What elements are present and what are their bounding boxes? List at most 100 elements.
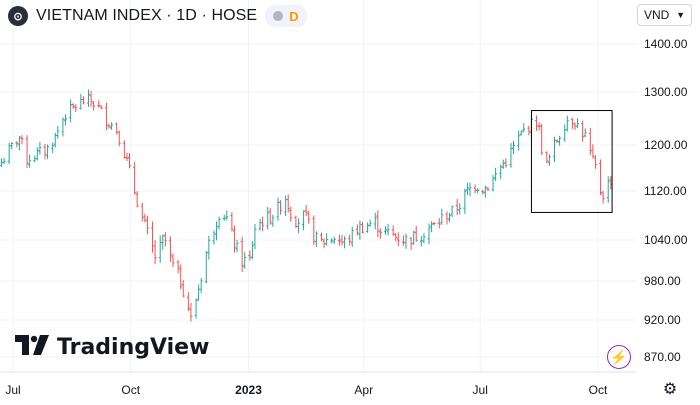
x-tick-label: Apr	[354, 383, 373, 397]
ohlc-bar	[161, 234, 165, 250]
ohlc-bar	[430, 221, 434, 233]
ohlc-bar	[43, 143, 47, 160]
ohlc-bar	[412, 230, 416, 245]
ohlc-bar	[168, 236, 172, 262]
ohlc-bar	[386, 223, 390, 236]
ohlc-bar	[61, 117, 65, 137]
symbol-title[interactable]: VIETNAM INDEX · 1D · HOSE	[36, 7, 258, 24]
ohlc-bar	[212, 230, 216, 245]
ohlc-bar	[38, 141, 42, 155]
currency-label: VND	[644, 8, 670, 22]
tradingview-wordmark: TradingView	[57, 334, 210, 360]
ohlc-bar	[133, 161, 137, 195]
ohlc-bar	[396, 232, 400, 247]
ohlc-bar	[28, 154, 32, 168]
ohlc-bar	[583, 128, 587, 138]
ohlc-bar	[555, 139, 559, 144]
ohlc-bar	[7, 142, 11, 164]
ohlc-bar	[294, 215, 298, 229]
ohlc-bar	[122, 140, 126, 159]
y-tick-label: 1120.00	[644, 184, 687, 198]
ohlc-bar	[494, 167, 498, 181]
currency-select[interactable]: VND ▼	[637, 4, 692, 26]
ohlc-bar	[89, 90, 93, 107]
ohlc-bar	[92, 101, 96, 111]
lightning-icon[interactable]: ⚡	[607, 345, 631, 369]
vn-index-logo-icon[interactable]: ⊙	[8, 6, 28, 26]
ohlc-bar	[186, 292, 190, 312]
ohlc-bar	[565, 115, 569, 132]
ohlc-bar	[360, 221, 364, 234]
ohlc-bar	[104, 102, 108, 131]
tradingview-logo[interactable]: TradingView	[15, 333, 209, 361]
ohlc-bar	[581, 120, 585, 142]
ohlc-bar	[414, 225, 418, 242]
ohlc-bar	[499, 164, 503, 180]
ohlc-bar	[535, 115, 539, 131]
ohlc-bar	[401, 235, 405, 246]
ohlc-bar	[588, 127, 592, 156]
ohlc-bar	[307, 210, 311, 224]
grid	[0, 0, 636, 372]
time-axis[interactable]: Jul Oct 2023 Apr Jul Oct	[5, 383, 608, 397]
ohlc-bar	[312, 215, 316, 245]
y-tick-label: 870.00	[644, 350, 681, 364]
chart-header: ⊙ VIETNAM INDEX · 1D · HOSE D	[8, 5, 307, 27]
y-tick-label: 1200.00	[644, 138, 688, 152]
ohlc-bar	[519, 130, 523, 136]
ohlc-bar	[473, 184, 477, 194]
ohlc-bar	[268, 208, 272, 225]
ohlc-bar	[552, 136, 556, 162]
ohlc-bar	[145, 215, 149, 235]
ohlc-bar	[384, 226, 388, 235]
ohlc-bar	[46, 144, 50, 160]
ohlc-bar	[320, 232, 324, 242]
y-tick-label: 980.00	[644, 274, 681, 288]
ohlc-bar	[558, 135, 562, 146]
ohlc-bar	[222, 214, 226, 222]
ohlc-bar	[517, 130, 521, 151]
ohlc-bar	[450, 205, 454, 217]
ohlc-bar	[448, 212, 452, 223]
ohlc-bar	[279, 200, 283, 215]
ohlc-bar	[189, 302, 193, 322]
ohlc-bar	[350, 226, 354, 247]
price-axis[interactable]: 870.00 920.00 980.00 1040.00 1120.00 1200.00 1…	[644, 37, 688, 364]
y-tick-label: 1300.00	[644, 85, 688, 99]
ohlc-bar	[286, 194, 290, 213]
ohlc-bar	[409, 237, 413, 250]
ohlc-bar	[483, 185, 487, 198]
ohlc-bar	[258, 219, 262, 231]
gear-icon[interactable]: ⚙	[662, 381, 678, 398]
ohlc-bar	[56, 125, 60, 139]
ohlc-bar	[481, 189, 485, 195]
ohlc-bar	[243, 252, 247, 269]
ohlc-bar	[63, 114, 67, 126]
ohlc-bar	[51, 142, 55, 153]
ohlc-bar	[151, 221, 155, 253]
highlight-box[interactable]	[530, 110, 613, 213]
ohlc-bar	[296, 218, 300, 234]
ohlc-bar	[468, 182, 472, 196]
ohlc-bar	[606, 176, 610, 203]
ohlc-bar	[2, 157, 6, 165]
ohlc-bar	[289, 206, 293, 222]
ohlc-bar	[404, 233, 408, 249]
y-tick-label: 1040.00	[644, 233, 688, 247]
ohlc-bar	[33, 155, 37, 163]
ohlc-bar	[304, 204, 308, 217]
ohlc-bar	[540, 123, 544, 155]
ohlc-bar	[570, 117, 574, 129]
ohlc-bar	[576, 118, 580, 129]
ohlc-bar	[179, 264, 183, 290]
x-tick-label: Oct	[589, 383, 608, 397]
ohlc-bar	[235, 239, 239, 253]
ohlc-bar	[432, 222, 436, 226]
market-status-badge[interactable]: D	[265, 5, 307, 27]
ohlc-bar	[445, 211, 449, 225]
ohlc-bar	[348, 234, 352, 246]
ohlc-bar	[81, 96, 85, 105]
ohlc-bar	[217, 216, 221, 230]
ohlc-bar	[127, 152, 131, 169]
